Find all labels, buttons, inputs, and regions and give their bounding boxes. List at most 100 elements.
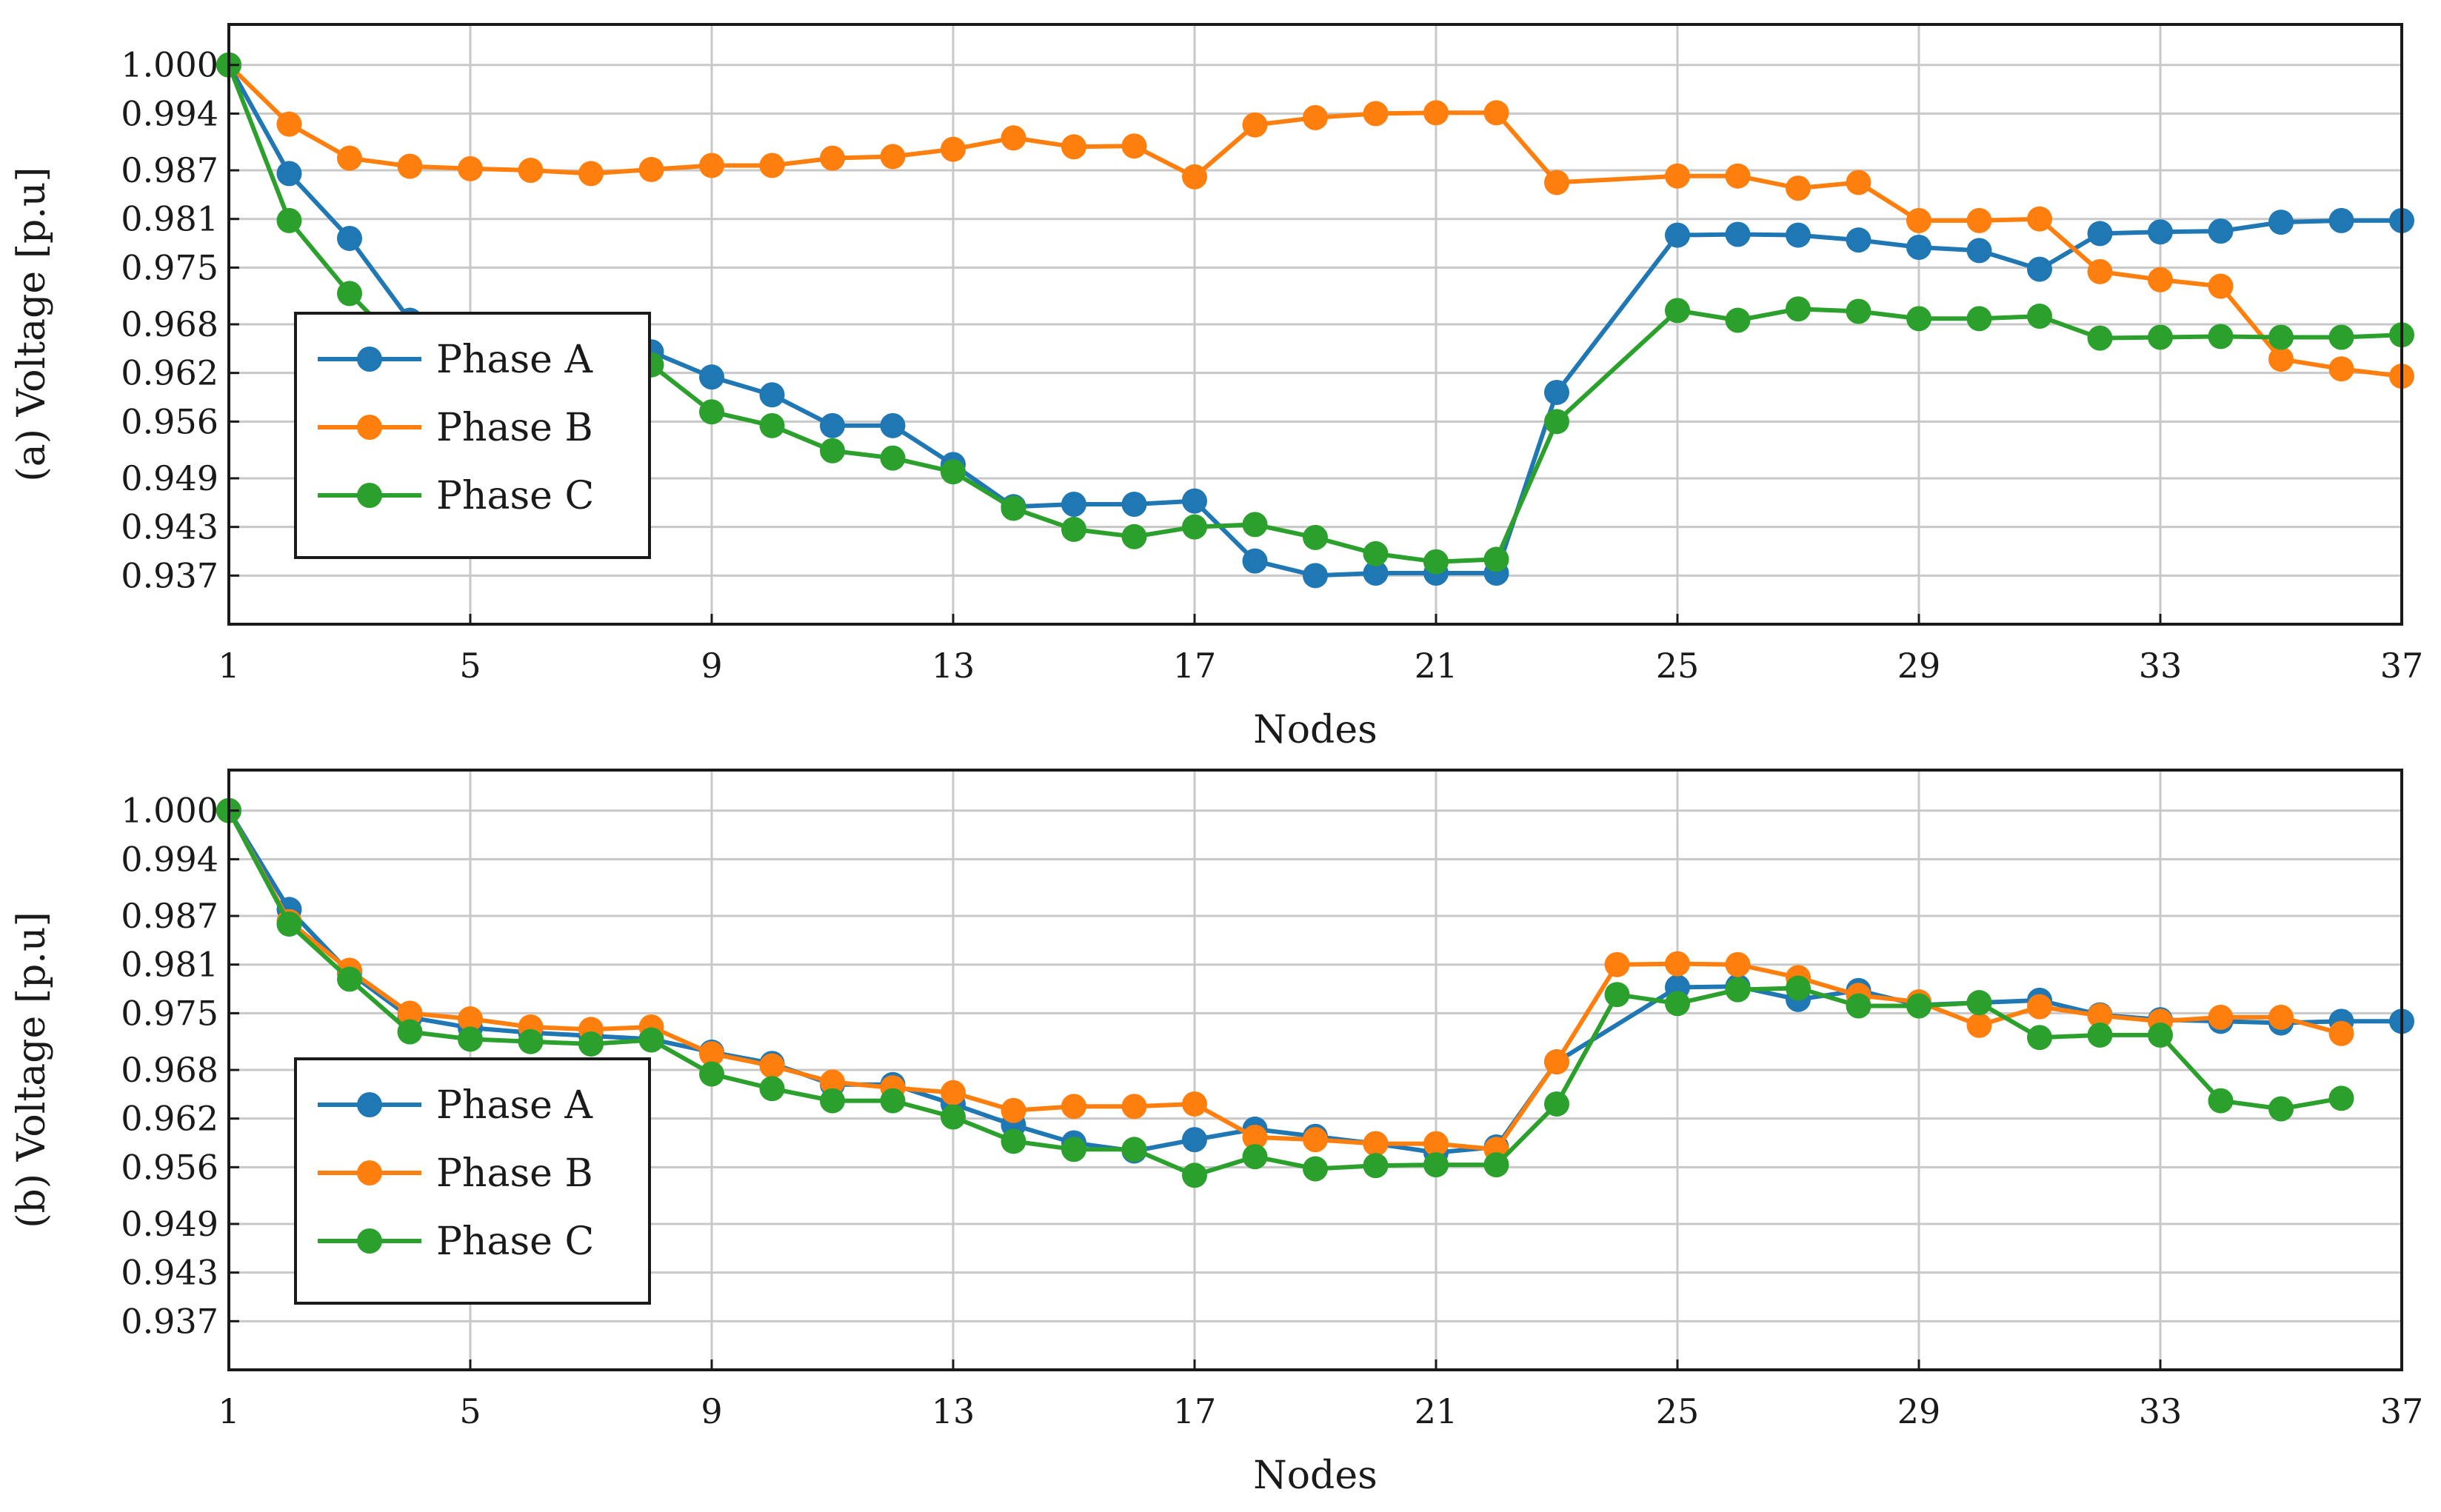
panel-b-xtick-label: 29	[1897, 1391, 1941, 1431]
panel-b-point-phase-b-node-36	[2328, 1020, 2354, 1046]
panel-a-point-phase-c-node-21	[1423, 549, 1449, 575]
panel-a-point-phase-b-node-20	[1363, 101, 1389, 127]
panel-b-x-axis-label: Nodes	[1253, 1454, 1378, 1498]
panel-a-ytick-label: 0.943	[121, 507, 218, 547]
panel-b-ytick-label: 1.000	[121, 791, 218, 831]
panel-a-point-phase-b-node-2	[276, 111, 302, 137]
panel-b-point-phase-c-node-25	[1665, 991, 1690, 1017]
panel-a-point-phase-a-node-28	[1846, 227, 1871, 253]
panel-a-xtick-label: 17	[1173, 646, 1217, 686]
panel-b-y-axis-label: (b) Voltage [p.u]	[10, 911, 54, 1228]
panel-a-point-phase-b-node-14	[1001, 125, 1026, 151]
panel-b-xtick-label: 1	[218, 1391, 239, 1431]
panel-b-y-ticks: 1.000 0.994 0.987 0.981 0.975 0.968 0.962 0.956…	[121, 791, 239, 1341]
panel-b-point-phase-b-node-25	[1665, 951, 1690, 977]
panel-a-point-phase-c-node-34	[2208, 324, 2234, 349]
legend-label-phase-a: Phase A	[436, 338, 593, 382]
panel-a-point-phase-b-node-31	[2027, 206, 2052, 232]
panel-a-point-phase-c-node-2	[276, 207, 302, 233]
panel-b-point-phase-b-node-26	[1725, 951, 1751, 977]
panel-b-point-phase-c-node-4	[397, 1019, 423, 1045]
panel-a-point-phase-b-node-28	[1846, 170, 1871, 195]
panel-b-point-phase-c-node-17	[1182, 1163, 1207, 1188]
panel-a-point-phase-c-node-19	[1303, 524, 1328, 550]
panel-a-y-ticks: 1.000 0.994 0.987 0.981 0.975 0.968 0.962 0.956…	[121, 45, 239, 595]
panel-a: 1.000 0.994 0.987 0.981 0.975 0.968 0.962 0.956…	[10, 23, 2423, 752]
panel-a-point-phase-c-node-20	[1363, 541, 1389, 566]
panel-b-point-phase-c-node-33	[2148, 1022, 2173, 1048]
panel-a-point-phase-a-node-10	[759, 382, 785, 408]
panel-b-xtick-label: 13	[932, 1391, 975, 1431]
panel-a-point-phase-b-node-19	[1303, 104, 1328, 130]
panel-b-point-phase-c-node-29	[1906, 993, 1931, 1019]
panel-b-xtick-label: 37	[2380, 1391, 2424, 1431]
legend-marker-phase-c	[357, 483, 382, 508]
panel-b-legend: Phase A Phase B Phase C	[294, 1057, 651, 1305]
panel-a-ytick-label: 1.000	[121, 45, 218, 85]
panel-a-point-phase-c-node-12	[880, 445, 906, 471]
panel-b-point-phase-b-node-30	[1966, 1012, 1992, 1038]
panel-b-point-phase-c-node-32	[2087, 1022, 2113, 1048]
panel-a-point-phase-a-node-30	[1966, 238, 1992, 264]
panel-b-point-phase-c-node-36	[2328, 1086, 2354, 1111]
panel-b-ytick-label: 0.994	[121, 839, 218, 879]
panel-a-point-phase-a-node-18	[1242, 548, 1268, 574]
panel-b-series	[216, 797, 2414, 1188]
panel-a-point-phase-c-node-31	[2027, 304, 2052, 330]
panel-a-point-phase-c-node-25	[1665, 298, 1690, 324]
legend-entry-phase-a: Phase A	[318, 338, 593, 382]
legend-label-phase-b: Phase B	[436, 406, 593, 450]
legend-entry-phase-c: Phase C	[318, 1220, 594, 1264]
panel-a-ytick-label: 0.956	[121, 401, 218, 441]
panel-a-legend-box	[294, 312, 651, 559]
panel-b-point-phase-b-node-24	[1604, 951, 1630, 977]
panel-b-ytick-label: 0.956	[121, 1147, 218, 1187]
panel-a-point-phase-b-node-3	[337, 145, 362, 171]
panel-a-point-phase-c-node-14	[1001, 495, 1026, 521]
panel-a-point-phase-b-node-27	[1786, 175, 1811, 201]
panel-a-point-phase-c-node-15	[1061, 516, 1086, 542]
panel-a-y-axis-label: (a) Voltage [p.u]	[10, 167, 54, 481]
panel-a-xtick-label: 5	[459, 646, 481, 686]
panel-a-point-phase-a-node-20	[1363, 561, 1389, 586]
panel-a-point-phase-b-node-11	[820, 145, 845, 171]
legend-label-phase-c: Phase C	[436, 474, 594, 518]
panel-b-point-phase-c-node-23	[1544, 1091, 1569, 1117]
panel-a-point-phase-a-node-29	[1906, 235, 1931, 261]
panel-a-point-phase-c-node-17	[1182, 514, 1207, 540]
panel-b-legend-box	[294, 1057, 651, 1305]
panel-b-point-phase-b-node-5	[458, 1006, 483, 1032]
legend-label-phase-c: Phase C	[436, 1220, 594, 1264]
panel-a-ytick-label: 0.968	[121, 304, 218, 344]
panel-a-x-ticks: 1 5 9 13 17 21 25 29 33 37	[218, 614, 2423, 686]
panel-b-point-phase-c-node-34	[2208, 1088, 2234, 1114]
panel-a-point-phase-c-node-23	[1544, 409, 1569, 435]
panel-b-point-phase-c-node-12	[880, 1088, 906, 1114]
panel-b-point-phase-b-node-35	[2268, 1004, 2294, 1030]
panel-a-point-phase-a-node-16	[1121, 492, 1147, 517]
panel-a-point-phase-b-node-26	[1725, 163, 1751, 189]
panel-a-point-phase-c-node-33	[2148, 324, 2173, 350]
panel-b-point-phase-c-node-14	[1001, 1128, 1026, 1154]
panel-b-point-phase-b-node-31	[2027, 994, 2052, 1020]
panel-b-point-phase-b-node-18	[1242, 1124, 1268, 1150]
panel-b-point-phase-c-node-3	[337, 966, 362, 992]
panel-a-point-phase-b-node-18	[1242, 112, 1268, 138]
panel-a-point-phase-b-node-15	[1061, 134, 1086, 160]
panel-b-ytick-label: 0.943	[121, 1253, 218, 1293]
legend-marker-phase-b	[357, 415, 382, 440]
panel-b-point-phase-c-node-31	[2027, 1025, 2052, 1051]
panel-b-point-phase-c-node-5	[458, 1026, 483, 1052]
panel-a-xtick-label: 9	[701, 646, 722, 686]
panel-a-xtick-label: 33	[2139, 646, 2183, 686]
panel-b-point-phase-c-node-15	[1061, 1137, 1086, 1163]
panel-b-xtick-label: 9	[701, 1391, 722, 1431]
panel-b-point-phase-b-node-20	[1363, 1131, 1389, 1157]
panel-a-point-phase-b-node-7	[578, 161, 604, 187]
panel-a-point-phase-a-node-17	[1182, 488, 1207, 514]
panel-a-point-phase-b-node-12	[880, 144, 906, 170]
panel-b-xtick-label: 25	[1656, 1391, 1700, 1431]
panel-a-point-phase-c-node-13	[941, 459, 966, 485]
panel-a-point-phase-b-node-10	[759, 153, 785, 178]
